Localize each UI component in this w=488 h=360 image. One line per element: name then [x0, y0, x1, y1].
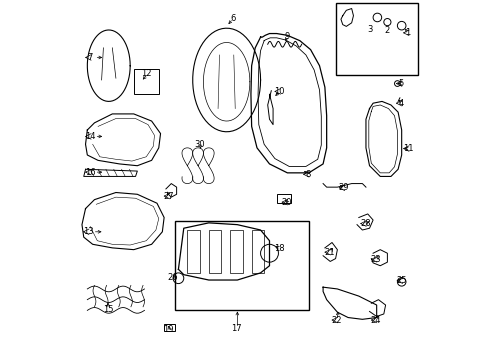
Text: 7: 7 [87, 53, 93, 62]
Text: 12: 12 [141, 69, 151, 78]
Text: 13: 13 [82, 227, 93, 236]
Text: 10: 10 [274, 87, 284, 96]
Text: 21: 21 [324, 248, 334, 257]
Text: 25: 25 [396, 276, 406, 285]
Text: 5: 5 [398, 79, 403, 88]
Text: 15: 15 [102, 305, 113, 314]
Text: 27: 27 [163, 192, 174, 201]
Text: 4: 4 [398, 99, 403, 108]
Bar [175, 221, 308, 310]
Text: 11: 11 [402, 144, 412, 153]
Text: 18: 18 [274, 244, 284, 253]
Bar [208, 230, 221, 273]
Text: 20: 20 [281, 198, 291, 207]
Text: 2: 2 [384, 26, 389, 35]
Text: 22: 22 [331, 315, 341, 324]
Text: 29: 29 [338, 183, 348, 192]
Text: 14: 14 [85, 132, 95, 141]
Text: 1: 1 [405, 28, 410, 37]
Text: 9: 9 [284, 32, 289, 41]
Bar [251, 230, 264, 273]
Text: 6: 6 [230, 14, 235, 23]
Text: 8: 8 [305, 170, 310, 179]
Bar [187, 230, 200, 273]
Text: 19: 19 [163, 325, 174, 334]
Text: 28: 28 [359, 219, 370, 228]
Text: 23: 23 [370, 255, 381, 264]
Text: 30: 30 [193, 140, 204, 149]
Bar [230, 230, 242, 273]
Text: 16: 16 [85, 168, 95, 177]
Bar [335, 3, 417, 75]
Text: 17: 17 [231, 324, 242, 333]
Text: 3: 3 [367, 26, 372, 35]
Bar [164, 324, 175, 331]
Text: 24: 24 [370, 315, 381, 324]
Text: 26: 26 [167, 273, 177, 282]
Bar [276, 194, 290, 203]
